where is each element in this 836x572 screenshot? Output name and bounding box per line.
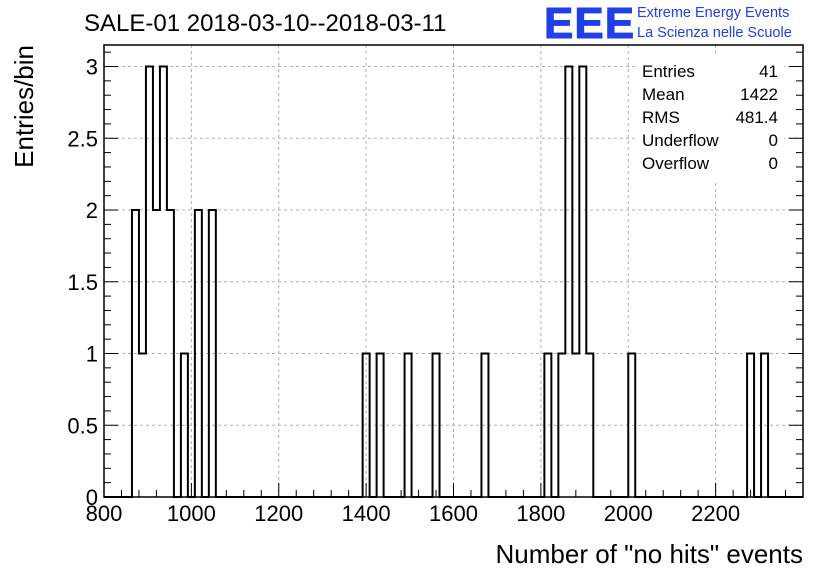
x-tick-label: 800 (86, 501, 123, 526)
histogram-bin (586, 354, 593, 497)
histogram-bin (761, 354, 768, 497)
eee-logo-mark: EEE (543, 0, 636, 48)
histogram-bin (405, 354, 412, 497)
x-tick-label: 1200 (254, 501, 303, 526)
histogram-bin (377, 354, 384, 497)
logo-line-1: Extreme Energy Events (637, 5, 790, 21)
histogram-bin (209, 210, 216, 497)
stats-value: 481.4 (735, 108, 778, 127)
x-tick-label: 1600 (429, 501, 478, 526)
histogram-bin (628, 354, 635, 497)
stats-value: 0 (769, 154, 778, 173)
histogram-bin (132, 210, 139, 497)
x-tick-label: 1800 (516, 501, 565, 526)
y-tick-label: 0 (86, 485, 98, 510)
histogram-bin (572, 354, 579, 497)
logo-line-2: La Scienza nelle Scuole (637, 25, 792, 41)
x-axis-label: Number of "no hits" events (496, 539, 804, 569)
histogram-bin (153, 210, 160, 497)
histogram-bin (433, 354, 440, 497)
y-tick-label: 2.5 (67, 126, 98, 151)
histogram-bin (167, 210, 174, 497)
y-tick-label: 1 (86, 342, 98, 367)
stats-value: 1422 (740, 85, 778, 104)
stats-label: Entries (642, 62, 695, 81)
stats-label: RMS (642, 108, 680, 127)
histogram-bin (481, 354, 488, 497)
stats-label: Overflow (642, 154, 710, 173)
histogram-bin (160, 67, 167, 497)
histogram-bin (565, 67, 572, 497)
y-tick-label: 0.5 (67, 413, 98, 438)
chart-title: SALE-01 2018-03-10--2018-03-11 (84, 10, 447, 37)
stats-value: 41 (759, 62, 778, 81)
x-tick-label: 2200 (691, 501, 740, 526)
eee-logo-text: Extreme Energy Events La Scienza nelle S… (637, 3, 792, 43)
histogram-bin (558, 354, 565, 497)
stats-label: Underflow (642, 131, 719, 150)
histogram-bin (579, 67, 586, 497)
histogram-bin (181, 354, 188, 497)
x-tick-label: 1000 (167, 501, 216, 526)
y-tick-label: 3 (86, 55, 98, 80)
y-axis-label: Entries/bin (9, 45, 39, 168)
stats-value: 0 (769, 131, 778, 150)
x-tick-label: 1400 (342, 501, 391, 526)
histogram-bin (747, 354, 754, 497)
x-tick-label: 2000 (604, 501, 653, 526)
histogram-bin (363, 354, 370, 497)
histogram-bin (139, 354, 146, 497)
histogram-bin (195, 210, 202, 497)
histogram-bin (544, 354, 551, 497)
histogram-bin (146, 67, 153, 497)
stats-box (636, 55, 784, 180)
y-tick-label: 2 (86, 198, 98, 223)
y-tick-label: 1.5 (67, 270, 98, 295)
stats-label: Mean (642, 85, 685, 104)
